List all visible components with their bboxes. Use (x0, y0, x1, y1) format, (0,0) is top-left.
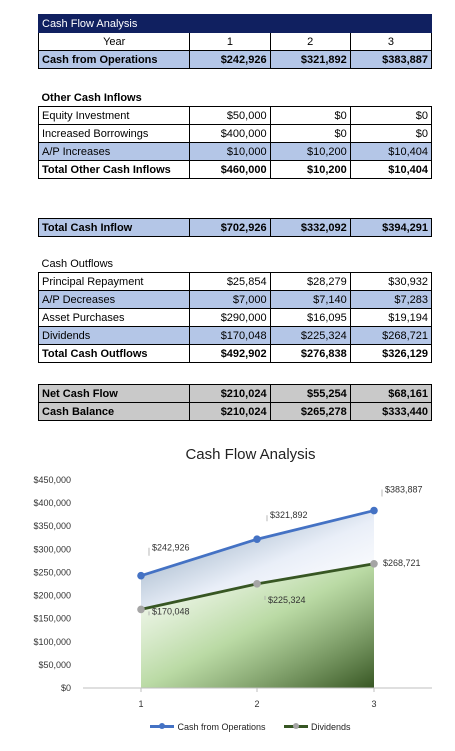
cell-value[interactable]: $68,161 (349, 384, 433, 403)
cell-value[interactable]: $7,283 (349, 290, 433, 309)
table-row: Increased Borrowings $400,000 $0 $0 (37, 124, 433, 143)
outflows-header: Cash Outflows (41, 257, 114, 270)
other-inflows-header: Other Cash Inflows (41, 91, 142, 104)
dividends-point (253, 580, 261, 588)
x-tick-label: 1 (138, 699, 143, 709)
row-label[interactable]: Total Other Cash Inflows (37, 160, 191, 179)
cell-value[interactable]: $394,291 (349, 218, 433, 237)
total-row: Total Cash Inflow $702,926 $332,092 $394… (37, 218, 433, 237)
cell-value[interactable]: $276,838 (269, 344, 351, 363)
section-header-row: Other Cash Inflows (39, 89, 432, 107)
x-tick-label: 2 (254, 699, 259, 709)
row-label[interactable]: Increased Borrowings (37, 124, 191, 143)
x-tick-label: 3 (371, 699, 376, 709)
cell-value[interactable]: $10,404 (349, 160, 433, 179)
y-tick-label: $450,000 (33, 475, 71, 485)
legend-item[interactable]: Cash from Operations (150, 721, 266, 732)
table-row: A/P Increases $10,000 $10,200 $10,404 (37, 142, 433, 161)
dividends-point (137, 605, 145, 614)
cell-value[interactable]: $332,092 (269, 218, 351, 237)
row-label[interactable]: Total Cash Inflow (37, 218, 191, 237)
net-row: Net Cash Flow $210,024 $55,254 $68,161 (37, 384, 433, 403)
table-row: A/P Decreases $7,000 $7,140 $7,283 (37, 290, 433, 309)
balance-row: Cash Balance $210,024 $265,278 $333,440 (37, 402, 433, 421)
ops-value[interactable]: $383,887 (349, 50, 433, 69)
y-tick-label: $250,000 (33, 567, 71, 577)
legend-swatch-dividends (284, 723, 309, 729)
cell-value[interactable]: $210,024 (189, 384, 271, 403)
other-inflows-table: Other Cash Inflows Equity Investment $50… (37, 89, 433, 179)
legend-swatch-ops (150, 723, 175, 729)
y-tick-label: $50,000 (38, 660, 71, 670)
cell-value[interactable]: $170,048 (189, 326, 271, 345)
cell-value[interactable]: $460,000 (189, 160, 271, 179)
table-title: Cash Flow Analysis (37, 14, 191, 33)
cell-value[interactable]: $19,194 (349, 308, 433, 327)
dividends-area (141, 563, 374, 688)
ops-row: Cash from Operations $242,926 $321,892 $… (37, 50, 433, 69)
cell-value[interactable]: $702,926 (189, 218, 271, 237)
total-inflow-table: Total Cash Inflow $702,926 $332,092 $394… (37, 218, 433, 237)
legend-label: Cash from Operations (177, 721, 266, 732)
total-row: Total Other Cash Inflows $460,000 $10,20… (37, 160, 433, 179)
ops-data-label: $383,887 (385, 485, 423, 495)
cell-value[interactable]: $268,721 (349, 326, 433, 345)
y-tick-label: $350,000 (33, 521, 71, 531)
net-flow-table: Net Cash Flow $210,024 $55,254 $68,161 C… (37, 384, 433, 421)
section-header-row: Cash Outflows (39, 255, 432, 273)
cell-value[interactable]: $7,140 (269, 290, 351, 309)
row-label[interactable]: Cash Balance (37, 402, 191, 421)
dividends-data-label: $268,721 (383, 558, 421, 568)
cell-value[interactable]: $492,902 (189, 344, 271, 363)
cash-flow-table: Cash Flow Analysis Year 1 2 3 Cash from … (37, 14, 433, 69)
year-row: Year 1 2 3 (37, 32, 433, 51)
cell-value[interactable]: $265,278 (269, 402, 351, 421)
cell-value[interactable]: $30,932 (349, 272, 433, 291)
table-row: Principal Repayment $25,854 $28,279 $30,… (37, 272, 433, 291)
y-tick-label: $400,000 (33, 498, 71, 508)
row-label[interactable]: Dividends (37, 326, 191, 345)
cell-value[interactable]: $326,129 (349, 344, 433, 363)
dividends-data-label: $225,324 (268, 595, 306, 605)
table-row: Dividends $170,048 $225,324 $268,721 (37, 326, 433, 345)
cell-value[interactable]: $10,200 (269, 142, 351, 161)
ops-point (253, 535, 261, 544)
ops-area (141, 510, 374, 610)
chart-plot-area: $0 $50,000 $100,000 $150,000 $200,000 $250,00… (33, 475, 432, 709)
cell-value[interactable]: $10,200 (269, 160, 351, 179)
ops-data-label: $321,892 (270, 510, 308, 520)
row-label[interactable]: Equity Investment (37, 106, 191, 125)
outflows-table: Cash Outflows Principal Repayment $25,85… (37, 255, 433, 363)
ops-value[interactable]: $242,926 (189, 50, 271, 69)
legend-label: Dividends (311, 721, 351, 732)
y-tick-label: $150,000 (33, 614, 71, 624)
cell-value[interactable]: $333,440 (349, 402, 433, 421)
ops-point (370, 506, 378, 515)
y-tick-label: $100,000 (33, 637, 71, 647)
row-label[interactable]: A/P Increases (37, 142, 191, 161)
ops-point (137, 571, 145, 580)
row-label[interactable]: Total Cash Outflows (37, 344, 191, 363)
y-tick-label: $0 (61, 683, 71, 693)
dividends-point (370, 559, 378, 568)
chart-title: Cash Flow Analysis (185, 446, 316, 463)
ops-label[interactable]: Cash from Operations (37, 50, 191, 69)
legend-item[interactable]: Dividends (284, 722, 351, 732)
ops-data-label: $242,926 (152, 543, 190, 553)
cell-value[interactable]: $50,000 (189, 106, 271, 125)
cell-value[interactable]: $10,404 (349, 142, 433, 161)
cell-value[interactable]: $55,254 (269, 384, 351, 403)
ops-value[interactable]: $321,892 (269, 50, 351, 69)
y-tick-label: $300,000 (33, 544, 71, 554)
y-tick-label: $200,000 (33, 591, 71, 601)
dividends-data-label: $170,048 (152, 606, 190, 616)
row-label[interactable]: A/P Decreases (37, 290, 191, 309)
cell-value[interactable]: $210,024 (189, 402, 271, 421)
chart-legend: Cash from Operations Dividends (0, 720, 455, 732)
total-row: Total Cash Outflows $492,902 $276,838 $3… (37, 344, 433, 363)
row-label[interactable]: Net Cash Flow (37, 384, 191, 403)
